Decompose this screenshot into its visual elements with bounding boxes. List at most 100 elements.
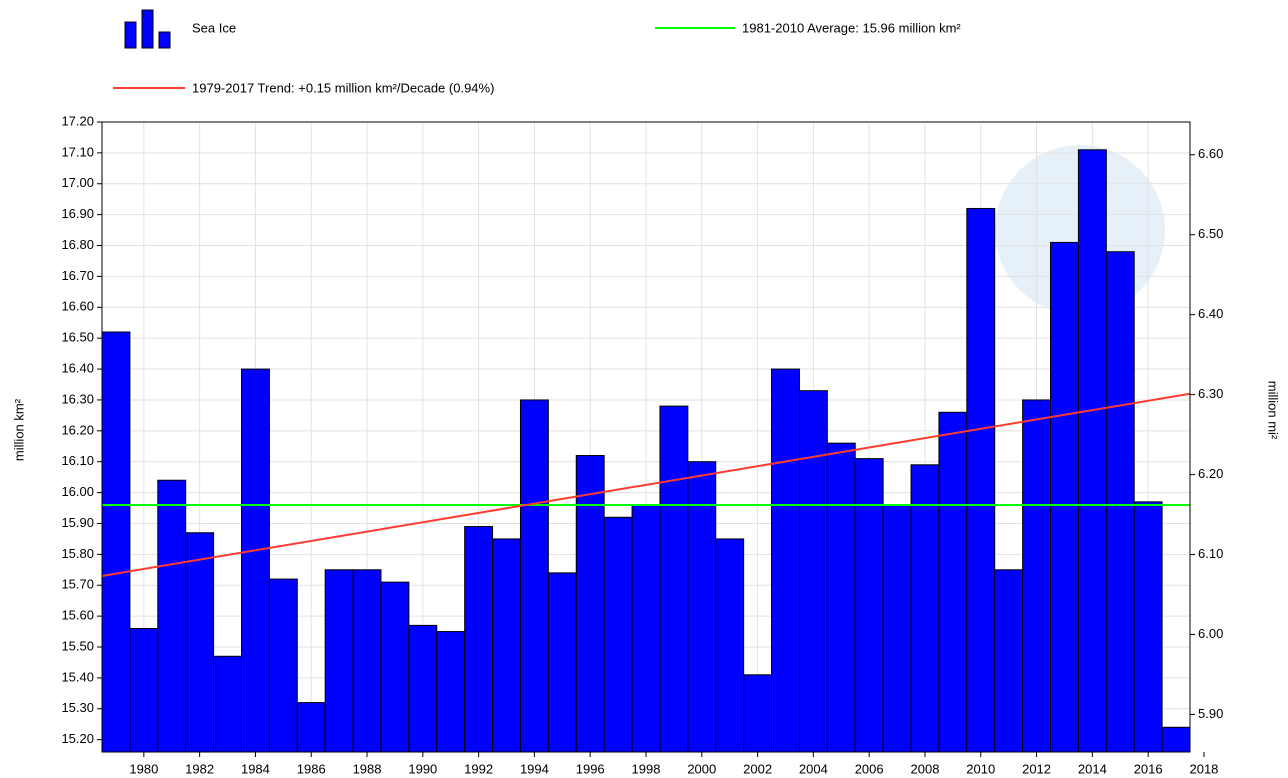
bar: [464, 526, 494, 753]
x-tick-label: 1998: [632, 761, 661, 776]
y-tick-label: 17.20: [61, 113, 94, 128]
x-tick-label: 2014: [1078, 761, 1107, 776]
bar: [296, 702, 326, 753]
plot-frame: [101, 121, 1191, 753]
bar: [1022, 399, 1052, 753]
bar: [185, 532, 215, 753]
bar: [631, 504, 661, 753]
y2-tick-label: 6.20: [1198, 466, 1223, 481]
legend-label: 1979-2017 Trend: +0.15 million km²/Decad…: [192, 80, 494, 95]
bar: [436, 631, 466, 753]
y-tick-label: 17.00: [61, 175, 94, 190]
bar: [352, 569, 382, 753]
y2-tick-label: 6.40: [1198, 306, 1223, 321]
bar: [1050, 241, 1079, 753]
bar: [910, 464, 940, 753]
bar: [798, 390, 828, 753]
y-tick-label: 15.90: [61, 515, 94, 530]
bar: [213, 655, 242, 753]
x-tick-label: 1986: [297, 761, 326, 776]
bar: [743, 674, 773, 753]
y-tick-label: 16.00: [61, 484, 94, 499]
y2-tick-label: 6.60: [1198, 146, 1223, 161]
bar: [519, 399, 549, 753]
bar: [771, 368, 800, 753]
bar: [380, 581, 410, 753]
legend-icon: [141, 9, 154, 49]
x-tick-label: 1988: [353, 761, 382, 776]
y2-tick-label: 5.90: [1198, 706, 1223, 721]
bar: [408, 624, 438, 753]
bar: [1133, 501, 1163, 753]
y-axis-label: million km²: [11, 398, 26, 461]
bar: [603, 516, 633, 753]
bar: [157, 479, 187, 753]
bar: [659, 405, 689, 753]
legend-icon: [158, 31, 171, 49]
x-tick-label: 2006: [855, 761, 884, 776]
y-tick-label: 16.10: [61, 453, 94, 468]
bar: [715, 538, 745, 753]
x-tick-label: 2010: [966, 761, 995, 776]
y-tick-label: 16.70: [61, 268, 94, 283]
x-tick-label: 1990: [408, 761, 437, 776]
bar: [547, 572, 577, 753]
y-tick-label: 16.50: [61, 330, 94, 345]
bar: [268, 578, 298, 753]
y2-tick-label: 6.30: [1198, 386, 1223, 401]
bar: [966, 207, 996, 753]
y-tick-label: 16.90: [61, 206, 94, 221]
y-tick-label: 17.10: [61, 144, 94, 159]
bar: [240, 368, 270, 753]
bar: [687, 461, 717, 753]
bar: [938, 411, 968, 753]
bar: [1105, 251, 1135, 753]
y-tick-label: 15.30: [61, 700, 94, 715]
y2-axis-label: million mi²: [1266, 381, 1281, 440]
bar: [101, 331, 131, 753]
y-tick-label: 15.50: [61, 638, 94, 653]
y-tick-label: 16.80: [61, 237, 94, 252]
x-tick-label: 2004: [799, 761, 828, 776]
y2-tick-label: 6.50: [1198, 226, 1223, 241]
y-tick-label: 16.60: [61, 299, 94, 314]
x-tick-label: 2008: [911, 761, 940, 776]
bar: [1161, 726, 1191, 753]
y-tick-label: 16.20: [61, 422, 94, 437]
x-tick-label: 2016: [1134, 761, 1163, 776]
bar: [129, 627, 159, 753]
bar: [324, 569, 354, 753]
y2-tick-label: 6.00: [1198, 626, 1223, 641]
y2-tick-label: 6.10: [1198, 546, 1223, 561]
y-tick-label: 15.40: [61, 669, 94, 684]
x-tick-label: 1996: [576, 761, 605, 776]
y-tick-label: 16.40: [61, 360, 94, 375]
y-tick-label: 16.30: [61, 391, 94, 406]
legend-label: Sea Ice: [192, 20, 236, 35]
x-tick-label: 2012: [1022, 761, 1051, 776]
x-tick-label: 2002: [743, 761, 772, 776]
bar: [575, 455, 605, 753]
legend-label: 1981-2010 Average: 15.96 million km²: [742, 20, 961, 35]
x-tick-label: 1982: [185, 761, 214, 776]
bar: [826, 442, 856, 753]
bar: [994, 569, 1024, 753]
trend-line: [101, 392, 1191, 577]
x-tick-label: 1980: [129, 761, 158, 776]
y-tick-label: 15.20: [61, 731, 94, 746]
x-tick-label: 2000: [687, 761, 716, 776]
bar: [882, 504, 912, 753]
bar: [854, 458, 884, 753]
y-tick-label: 15.80: [61, 546, 94, 561]
bar: [1077, 149, 1107, 753]
y-tick-label: 15.60: [61, 608, 94, 623]
bar: [492, 538, 521, 753]
legend-icon: [124, 21, 137, 49]
x-tick-label: 1994: [520, 761, 549, 776]
x-tick-label: 1992: [464, 761, 493, 776]
y-tick-label: 15.70: [61, 577, 94, 592]
x-tick-label: 2018: [1189, 761, 1218, 776]
x-tick-label: 1984: [241, 761, 270, 776]
